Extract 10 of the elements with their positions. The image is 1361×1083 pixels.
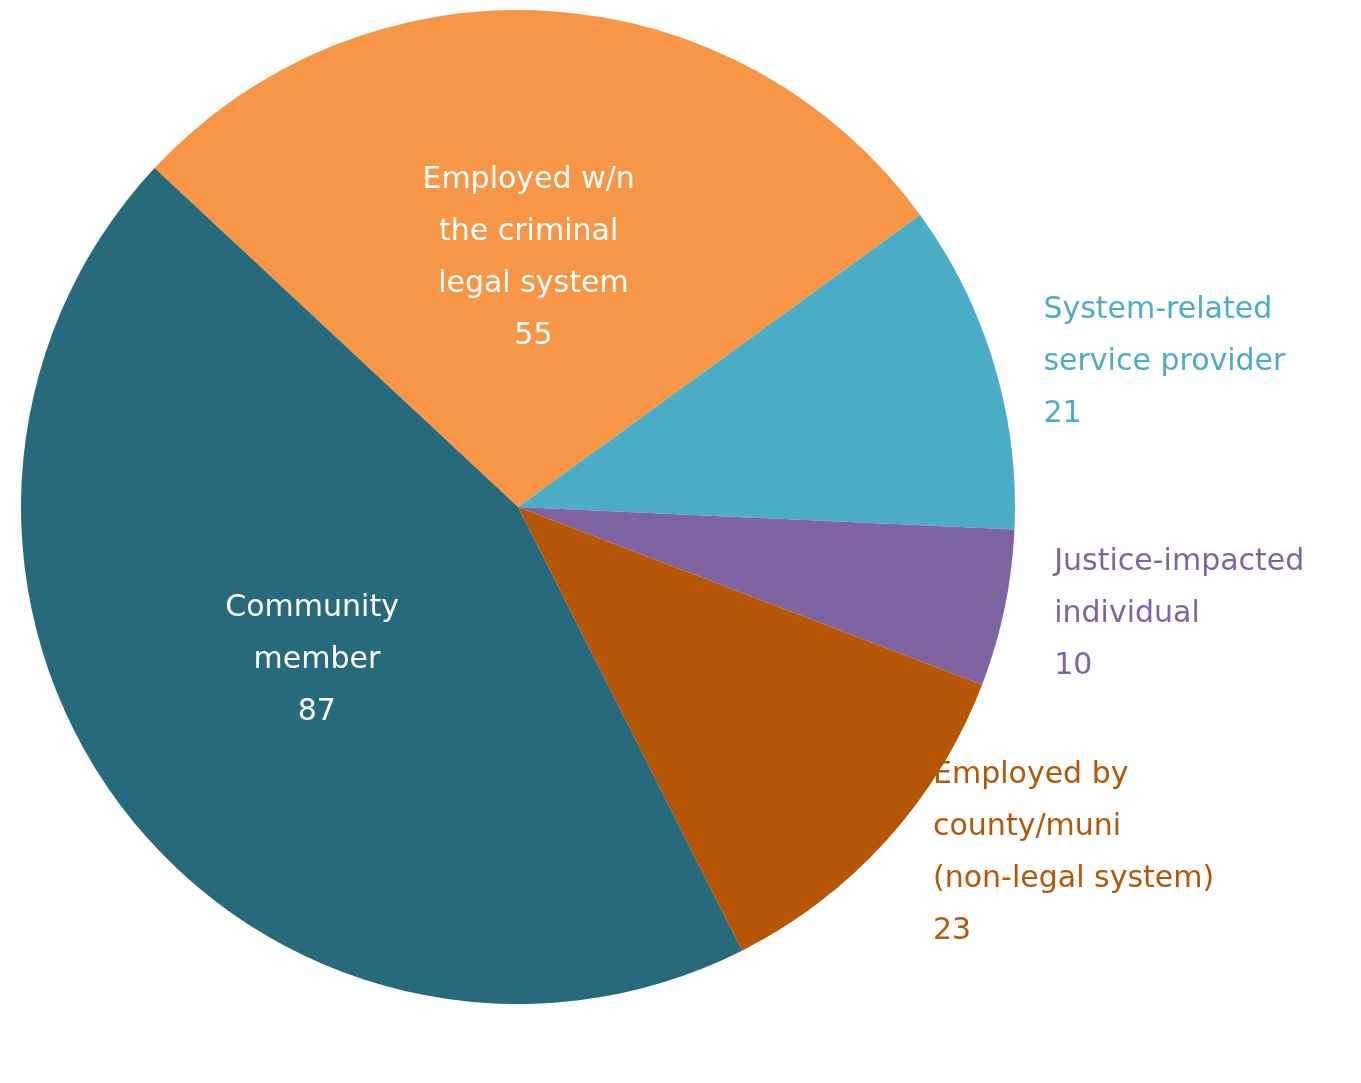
data-label: 87: [297, 692, 336, 728]
slice-label: Justice-impacted individual: [1052, 541, 1314, 629]
slice-label: Employed w/n the criminal legal system: [422, 160, 645, 300]
slice-label: System-related service provider: [1043, 290, 1287, 378]
data-label: 10: [1054, 645, 1093, 681]
data-label: 55: [514, 316, 553, 352]
data-label: 21: [1043, 394, 1082, 430]
data-label: 23: [933, 910, 972, 946]
slice-label: Community member: [225, 588, 409, 676]
slice-label: Employed by county/muni (non-legal system): [933, 754, 1215, 894]
